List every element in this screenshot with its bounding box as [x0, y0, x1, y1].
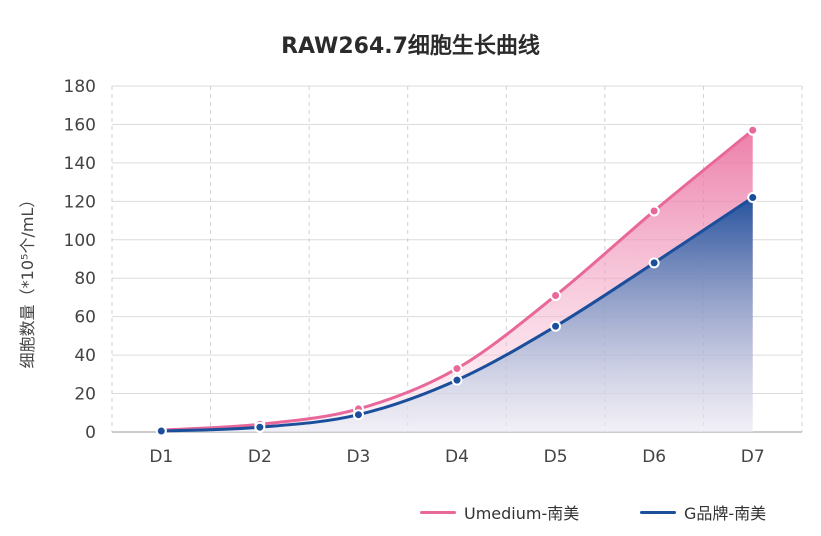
x-tick-label: D7: [741, 447, 765, 467]
y-tick-label: 140: [64, 154, 96, 174]
area-layer: [161, 130, 753, 432]
legend-item-gbrand: G品牌-南美: [640, 500, 766, 524]
y-tick-label: 80: [74, 269, 96, 289]
y-tick-label: 40: [74, 346, 96, 366]
y-tick-label: 120: [64, 192, 96, 212]
chart-title: RAW264.7细胞生长曲线: [281, 34, 540, 59]
data-point: [550, 290, 562, 302]
legend-swatch-blue: [640, 510, 676, 514]
data-point: [155, 425, 167, 437]
x-tick-label: D5: [544, 447, 568, 467]
legend-label: Umedium-南美: [464, 504, 580, 523]
data-point: [451, 374, 463, 386]
x-tick-label: D1: [149, 447, 173, 467]
y-tick-label: 60: [74, 308, 96, 328]
data-point: [747, 191, 759, 203]
data-point: [550, 320, 562, 332]
y-tick-label: 100: [64, 231, 96, 251]
tick-layer: 0 20 40 60 80 100 120 140 160 180 D1 D2 D3 D4 D5 D6 D7: [64, 77, 765, 467]
x-tick-label: D6: [642, 447, 666, 467]
x-tick-label: D4: [445, 447, 469, 467]
series-area: [161, 197, 753, 432]
data-point: [648, 257, 660, 269]
legend-item-umedium: Umedium-南美: [420, 500, 579, 524]
legend-label: G品牌-南美: [684, 504, 767, 523]
y-tick-label: 20: [74, 385, 96, 405]
data-point: [648, 205, 660, 217]
point-layer: [155, 124, 759, 437]
data-point: [352, 409, 364, 421]
x-tick-label: D2: [248, 447, 272, 467]
x-tick-label: D3: [346, 447, 370, 467]
legend-swatch-pink: [420, 510, 456, 514]
data-point: [451, 363, 463, 375]
data-point: [747, 124, 759, 136]
data-point: [254, 421, 266, 433]
y-tick-label: 0: [85, 423, 96, 443]
y-tick-label: 160: [64, 115, 96, 135]
y-tick-label: 180: [64, 77, 96, 97]
